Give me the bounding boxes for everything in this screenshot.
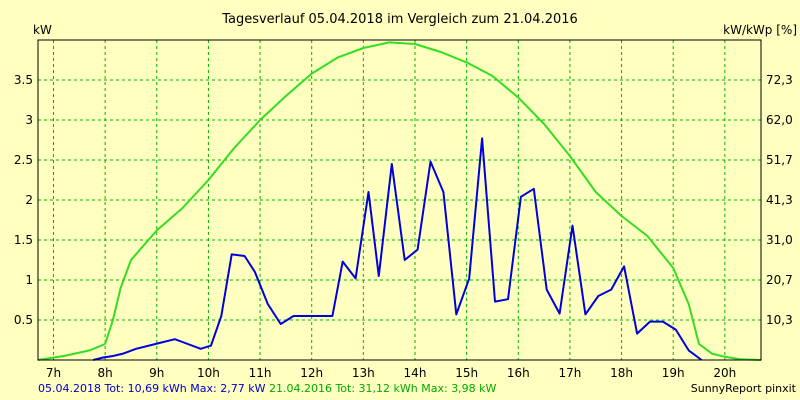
series-layer: [37, 41, 762, 361]
x-tick-label: 15h: [455, 366, 478, 380]
x-tick-label: 9h: [149, 366, 164, 380]
x-tick-label: 10h: [197, 366, 220, 380]
y-tick-label-left: 3.5: [14, 73, 33, 87]
y-tick-label-right: 31,0: [766, 233, 793, 247]
x-tick-label: 13h: [352, 366, 375, 380]
y-tick-label-left: 2.5: [14, 153, 33, 167]
plot-frame: [37, 39, 762, 361]
y-tick-label-right: 20,7: [766, 273, 793, 287]
legend-series-1: 05.04.2018 Tot: 10,69 kWh Max: 2,77 kW: [38, 382, 266, 395]
series-line-1: [93, 137, 703, 361]
legend-series-2: 21.04.2016 Tot: 31,12 kWh Max: 3,98 kW: [268, 382, 497, 395]
y-tick-label-right: 41,3: [766, 193, 793, 207]
x-tick-label: 12h: [300, 366, 323, 380]
x-tick-label: 7h: [46, 366, 61, 380]
grid: [38, 40, 761, 360]
y-tick-label-left: 0.5: [14, 313, 33, 327]
x-tick-label: 19h: [662, 366, 685, 380]
x-tick-label: 16h: [507, 366, 530, 380]
brand-label: SunnyReport pinxit: [690, 382, 796, 395]
y-tick-label-left: 3: [25, 113, 33, 127]
chart-title: Tagesverlauf 05.04.2018 im Vergleich zum…: [221, 12, 578, 27]
x-tick-label: 17h: [558, 366, 581, 380]
y-tick-label-left: 2: [25, 193, 33, 207]
y-tick-label-right: 62,0: [766, 113, 793, 127]
x-tick-label: 14h: [404, 366, 427, 380]
x-tick-label: 18h: [610, 366, 633, 380]
y-axis-right-label: kW/kWp [%]: [723, 23, 797, 37]
y-tick-label-right: 51,7: [766, 153, 793, 167]
axis-labels: 7h 8h 9h 10h 11h 12h 13h 14h 15h 16h 17h 18h 19h 20h 0…: [14, 73, 793, 380]
x-tick-label: 20h: [713, 366, 736, 380]
y-axis-left-label: kW: [33, 23, 52, 37]
y-tick-label-left: 1: [25, 273, 33, 287]
y-tick-label-left: 1.5: [14, 233, 33, 247]
y-tick-label-right: 10,3: [766, 313, 793, 327]
y-tick-label-right: 72,3: [766, 73, 793, 87]
series-line-2: [37, 41, 762, 361]
x-tick-label: 11h: [249, 366, 272, 380]
footer-legend: 05.04.2018 Tot: 10,69 kWh Max: 2,77 kW 2…: [38, 382, 496, 395]
x-tick-label: 8h: [98, 366, 113, 380]
